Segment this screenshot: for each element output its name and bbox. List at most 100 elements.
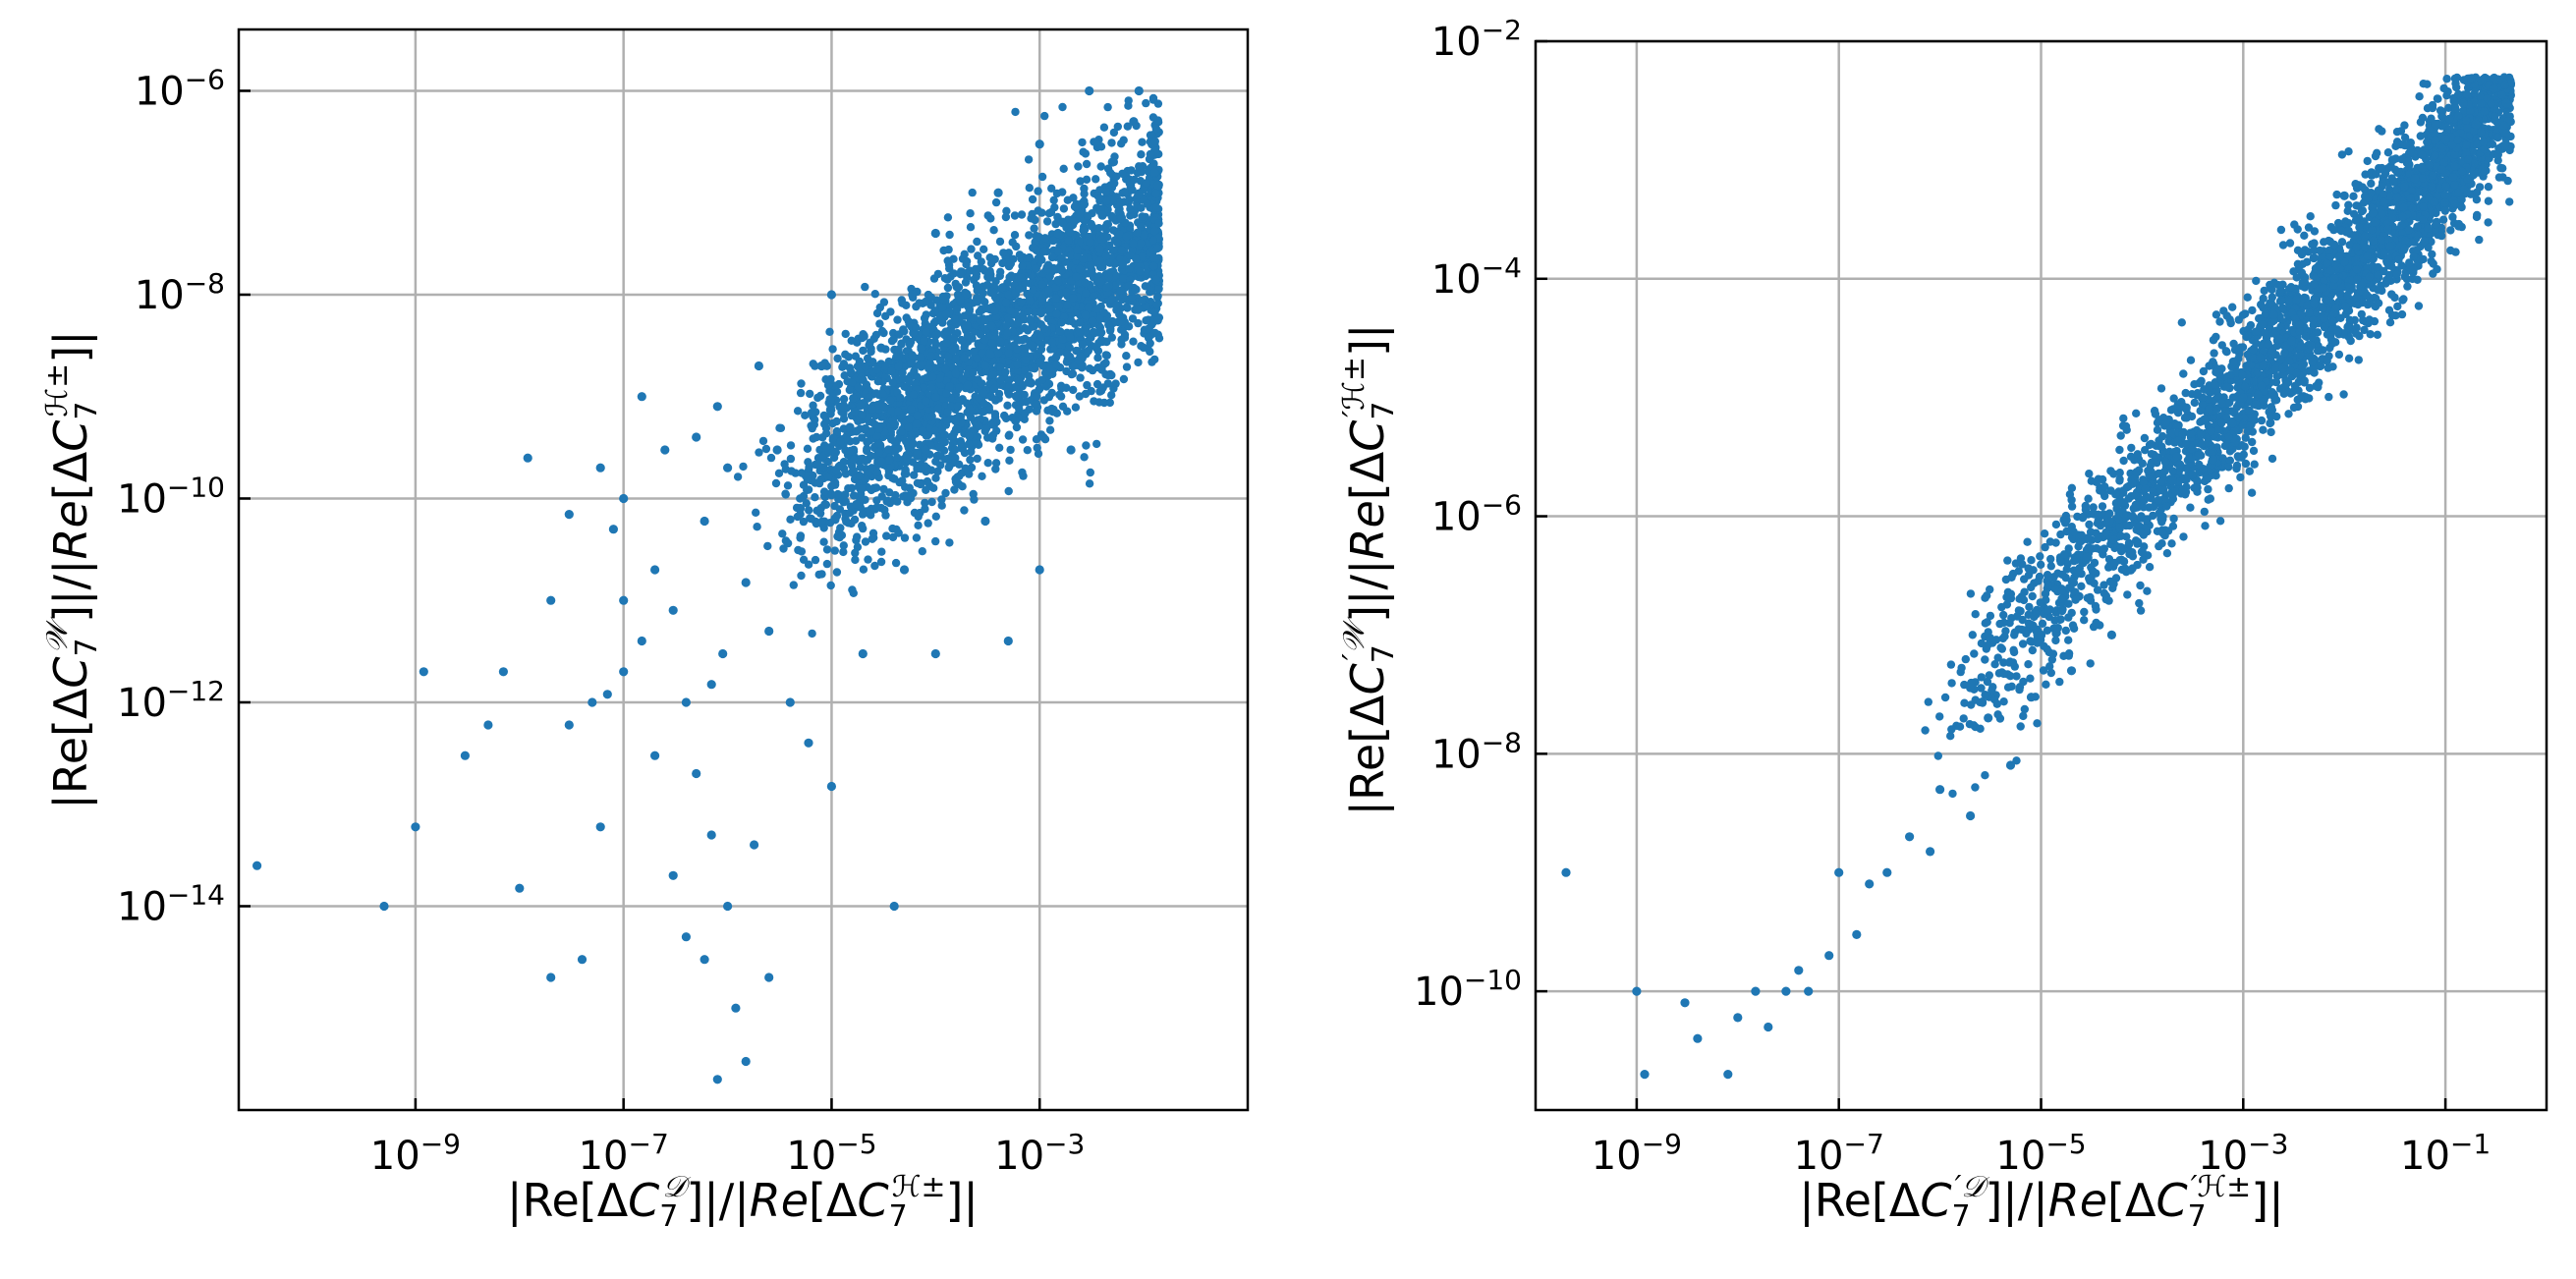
left-scatter-point <box>379 901 389 912</box>
left-scatter-point <box>944 352 953 361</box>
left-scatter-point <box>1058 102 1067 112</box>
left-scatter-point <box>927 497 936 507</box>
left-scatter-point <box>1053 276 1062 285</box>
left-scatter-point <box>1151 189 1160 198</box>
left-scatter-point <box>861 537 870 546</box>
left-scatter-point <box>962 289 972 299</box>
left-scatter-point <box>1139 343 1148 353</box>
left-scatter-point <box>712 1075 722 1084</box>
left-scatter-point <box>1130 175 1139 185</box>
left-scatter-point <box>1095 277 1105 287</box>
left-scatter-point <box>817 570 826 579</box>
left-scatter-point <box>1104 273 1114 282</box>
left-scatter-point <box>1092 343 1100 353</box>
right-scatter-point <box>2324 363 2332 372</box>
left-scatter-point <box>965 431 974 441</box>
left-scatter-point <box>1026 316 1036 325</box>
left-scatter-point <box>943 283 953 293</box>
left-scatter-point <box>966 455 975 465</box>
left-scatter-point <box>1003 388 1013 397</box>
left-scatter-point <box>1142 98 1150 108</box>
left-scatter-point <box>930 426 940 435</box>
left-scatter-point <box>1008 238 1017 247</box>
left-scatter-point <box>962 320 972 330</box>
left-scatter-point <box>858 522 867 530</box>
left-scatter-point <box>637 636 646 646</box>
left-scatter-point <box>766 453 776 463</box>
left-scatter-point <box>832 417 841 426</box>
left-scatter-point <box>1120 188 1129 196</box>
left-scatter-point <box>1087 219 1095 229</box>
left-scatter-point <box>1099 123 1109 132</box>
left-scatter-point <box>1148 358 1156 366</box>
left-scatter-point <box>1111 301 1121 310</box>
left-scatter-point <box>960 250 969 258</box>
left-scatter-point <box>1045 417 1054 425</box>
left-scatter-point <box>930 228 940 239</box>
left-scatter-point <box>1062 383 1071 392</box>
left-scatter-point <box>637 392 646 402</box>
left-scatter-point <box>863 444 871 453</box>
right-scatter-point <box>2397 155 2406 164</box>
left-scatter-point <box>1069 294 1078 303</box>
left-x-tick-label: 10−7 <box>579 1128 669 1179</box>
left-scatter-point <box>1153 316 1162 325</box>
left-scatter-point <box>826 781 837 792</box>
left-scatter-point <box>1055 327 1065 336</box>
left-scatter-point <box>877 326 887 336</box>
left-scatter-point <box>1018 435 1028 444</box>
left-scatter-point <box>922 327 930 337</box>
left-scatter-point <box>861 282 869 292</box>
left-scatter-point <box>252 861 262 870</box>
left-scatter-point <box>1151 124 1161 134</box>
right-scatter-point <box>2349 192 2358 200</box>
left-scatter-point <box>1051 294 1061 303</box>
left-scatter-point <box>1152 300 1161 309</box>
left-scatter-point <box>1142 316 1150 325</box>
left-scatter-point <box>884 445 893 454</box>
right-scatter-point <box>2373 148 2381 157</box>
left-scatter-point <box>931 536 940 546</box>
left-scatter-point <box>1040 234 1050 243</box>
left-scatter-point <box>797 547 807 556</box>
right-scatter-point <box>2177 318 2186 327</box>
left-scatter-point <box>965 306 974 316</box>
left-scatter-point <box>811 493 819 502</box>
left-scatter-point <box>1004 431 1013 440</box>
left-scatter-point <box>772 445 782 455</box>
left-scatter-point <box>498 667 508 677</box>
right-scatter-point <box>2098 502 2107 511</box>
left-scatter-point <box>1136 267 1145 276</box>
right-scatter-point <box>2331 338 2340 347</box>
left-scatter-point <box>483 720 493 730</box>
left-scatter-point <box>1150 137 1160 146</box>
left-scatter-point <box>1045 305 1055 313</box>
left-scatter-point <box>872 503 882 512</box>
left-scatter-point <box>977 379 985 388</box>
left-y-tick-label: 10−10 <box>117 471 225 522</box>
left-scatter-point <box>1010 231 1020 240</box>
left-scatter-point <box>752 508 760 517</box>
left-scatter-point <box>899 565 910 575</box>
right-scatter-point <box>2116 531 2126 540</box>
left-scatter-point <box>884 471 893 480</box>
left-scatter-point <box>917 478 925 488</box>
left-scatter-point <box>913 450 922 459</box>
left-scatter-point <box>913 465 922 473</box>
left-scatter-point <box>902 313 911 322</box>
left-scatter-point <box>913 411 922 420</box>
left-scatter-point <box>856 472 865 480</box>
left-scatter-point <box>1035 233 1043 242</box>
left-scatter-point <box>939 246 948 255</box>
left-scatter-point <box>847 367 856 377</box>
left-scatter-point <box>776 423 786 432</box>
left-scatter-point <box>826 396 835 405</box>
left-scatter-point <box>869 334 878 343</box>
left-scatter-point <box>1129 239 1138 249</box>
left-scatter-point <box>909 439 918 448</box>
left-scatter-point <box>819 411 828 420</box>
left-scatter-point <box>1040 111 1049 121</box>
left-scatter-point <box>827 481 836 491</box>
left-scatter-point <box>995 237 1005 247</box>
left-scatter-point <box>1116 197 1126 207</box>
